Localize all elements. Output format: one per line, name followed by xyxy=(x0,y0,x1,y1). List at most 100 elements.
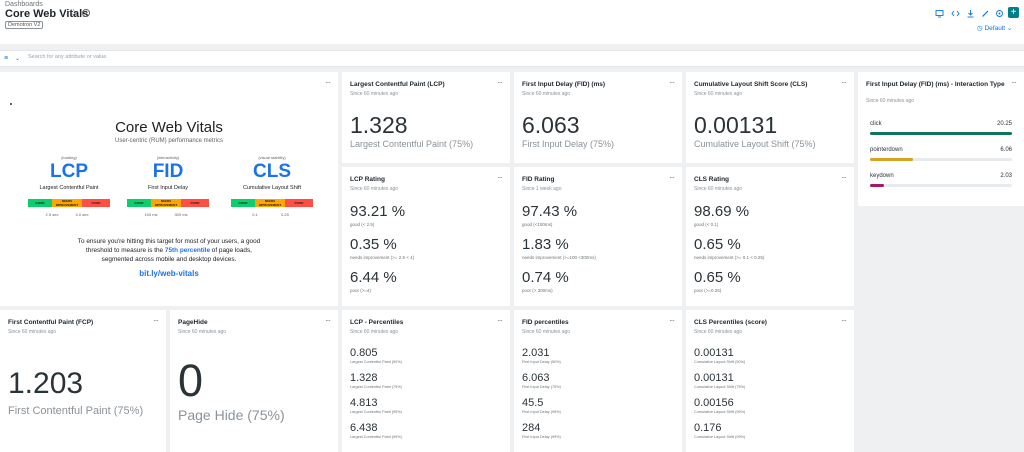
cwv-description-line2: threshold to measure is the 75th percent… xyxy=(86,247,252,254)
web-vitals-link[interactable]: bit.ly/web-vitals xyxy=(139,269,199,278)
billboard-value: 0 xyxy=(178,355,204,406)
code-icon[interactable] xyxy=(951,9,960,18)
percentile-value: 0.00131 xyxy=(694,372,734,384)
cwv-title: Core Web Vitals xyxy=(115,119,223,136)
dashboard-header: Dashboards Core Web Vitals ☆ i Demotron … xyxy=(0,0,1024,44)
rating-label: good (< 0.1) xyxy=(694,222,719,227)
rating-value: 1.83 % xyxy=(522,236,569,253)
favorite-star-icon[interactable]: ☆ xyxy=(69,8,78,19)
widget-menu-icon[interactable]: ··· xyxy=(153,316,159,325)
widget-title: FID percentiles xyxy=(522,319,569,326)
billboard-value: 1.203 xyxy=(8,367,84,400)
rating-value: 0.35 % xyxy=(350,236,397,253)
billboard-value: 6.063 xyxy=(522,112,580,138)
lcp-rating-widget: LCP Rating Since 60 minutes ago ··· 93.21 %… xyxy=(342,167,510,306)
pagehide-billboard-widget: PageHide Since 60 minutes ago ··· 0 Page… xyxy=(170,310,338,452)
rating-value: 98.69 % xyxy=(694,203,750,220)
percentile-label: Cumulative Layout Shift (99%) xyxy=(694,435,746,439)
interaction-type-bar-track xyxy=(870,184,1012,187)
tv-mode-icon[interactable] xyxy=(935,9,944,18)
widget-menu-icon[interactable]: ··· xyxy=(325,78,331,87)
rating-value: 93.21 % xyxy=(350,203,406,220)
add-widget-button[interactable]: + xyxy=(1008,7,1019,18)
widget-menu-icon[interactable]: ··· xyxy=(669,173,675,182)
percentile-label: Cumulative Layout Shift (50%) xyxy=(694,360,746,364)
percentile-value: 4.813 xyxy=(350,397,378,409)
percentile-label: First Input Delay (75%) xyxy=(522,385,561,389)
time-picker[interactable]: ◷ Default ⌄ xyxy=(977,24,1012,32)
percentile-label: First Input Delay (50%) xyxy=(522,360,561,364)
edit-icon[interactable] xyxy=(981,9,990,18)
interaction-type-value: 2.03 xyxy=(1000,173,1012,179)
rating-label: needs improvement (>=100 <300ms) xyxy=(522,255,596,260)
interaction-type-name: pointerdown xyxy=(870,147,903,153)
widget-menu-icon[interactable]: ··· xyxy=(669,78,675,87)
percentile-label: Largest Contentful Paint (99%) xyxy=(350,435,402,439)
widget-menu-icon[interactable]: ··· xyxy=(497,316,503,325)
metric-needs-improvement-segment: NEEDS IMPROVEMENT xyxy=(151,199,181,207)
metric-threshold-2: 4.0 sec xyxy=(75,212,89,217)
settings-icon[interactable] xyxy=(995,9,1004,18)
billboard-label: Largest Contentful Paint (75%) xyxy=(350,139,474,149)
breadcrumb[interactable]: Dashboards xyxy=(5,1,43,8)
widget-title: Largest Contentful Paint (LCP) xyxy=(350,81,445,88)
widget-menu-icon[interactable]: ··· xyxy=(1011,78,1017,87)
percentile-value: 0.176 xyxy=(694,422,722,434)
percentile-value: 1.328 xyxy=(350,372,378,384)
widget-menu-icon[interactable]: ··· xyxy=(497,78,503,87)
chevron-down-icon: ⌄ xyxy=(1006,25,1013,32)
widget-title: Cumulative Layout Shift Score (CLS) xyxy=(694,81,808,88)
widget-menu-icon[interactable]: ··· xyxy=(497,173,503,182)
cls-percentiles-widget: CLS Percentiles (score) Since 60 minutes … xyxy=(686,310,854,452)
widget-time-range: Since 60 minutes ago xyxy=(178,329,227,335)
metric-name: Largest Contentful Paint xyxy=(39,185,99,191)
percentile-value: 0.00156 xyxy=(694,397,734,409)
rating-value: 0.65 % xyxy=(694,236,741,253)
widget-time-range: Since 60 minutes ago xyxy=(694,91,743,97)
cls-rating-widget: CLS Rating Since 60 minutes ago ··· 98.69 %… xyxy=(686,167,854,306)
widget-title: LCP Rating xyxy=(350,176,385,183)
chevron-down-icon[interactable]: ⌄ xyxy=(15,56,21,62)
metric-good-segment: GOOD xyxy=(231,199,255,207)
rating-label: needs improvement (>= 2.5 < 4) xyxy=(350,255,415,260)
widget-menu-icon[interactable]: ··· xyxy=(841,316,847,325)
widget-menu-icon[interactable]: ··· xyxy=(841,78,847,87)
widget-menu-icon[interactable]: ··· xyxy=(325,316,331,325)
percentile-label: Cumulative Layout Shift (95%) xyxy=(694,410,746,414)
filter-search-input[interactable] xyxy=(28,54,628,60)
rating-value: 6.44 % xyxy=(350,269,397,286)
metric-poor-segment: POOR xyxy=(181,199,209,207)
metric-threshold-1: 0.1 xyxy=(252,212,258,217)
widget-title: PageHide xyxy=(178,319,208,326)
interaction-type-bar-track xyxy=(870,158,1012,161)
percentile-value: 0.805 xyxy=(350,347,378,359)
widget-title: FID Rating xyxy=(522,176,555,183)
percentile-label: Largest Contentful Paint (75%) xyxy=(350,385,402,389)
rating-label: needs improvement (>= 0.1 < 0.25) xyxy=(694,255,765,260)
interaction-type-bar xyxy=(870,184,885,187)
percentile-value: 284 xyxy=(522,422,541,434)
widget-time-range: Since 60 minutes ago xyxy=(8,329,57,335)
widget-menu-icon[interactable]: ··· xyxy=(669,316,675,325)
info-icon[interactable]: i xyxy=(82,9,90,17)
cwv-subtitle: User-centric (RUM) performance metrics xyxy=(114,138,223,144)
account-tag[interactable]: Demotron V2 xyxy=(5,21,44,29)
metric-tag: (loading) xyxy=(61,155,77,160)
filter-icon[interactable]: ≡ xyxy=(4,55,9,62)
interaction-type-bar xyxy=(870,132,1012,135)
fid-rating-widget: FID Rating Since 1 week ago ··· 97.43 % good… xyxy=(514,167,682,306)
metric-threshold-2: 300 ms xyxy=(174,212,188,217)
metric-tag: (interactivity) xyxy=(156,155,180,160)
metric-needs-improvement-segment: NEEDS IMPROVEMENT xyxy=(255,199,285,207)
fid-percentiles-widget: FID percentiles Since 60 minutes ago ··· 2.… xyxy=(514,310,682,452)
bullet-dot xyxy=(10,103,12,105)
percentile-value: 45.5 xyxy=(522,397,544,409)
widget-menu-icon[interactable]: ··· xyxy=(841,173,847,182)
download-icon[interactable] xyxy=(966,9,975,18)
widget-title: CLS Rating xyxy=(694,176,730,183)
billboard-label: Cumulative Layout Shift (75%) xyxy=(694,139,816,149)
filter-bar: ≡ ⌄ xyxy=(0,50,1024,67)
widget-title: CLS Percentiles (score) xyxy=(694,319,767,326)
billboard-value: 0.00131 xyxy=(694,112,778,138)
widget-time-range: Since 60 minutes ago xyxy=(694,329,743,335)
